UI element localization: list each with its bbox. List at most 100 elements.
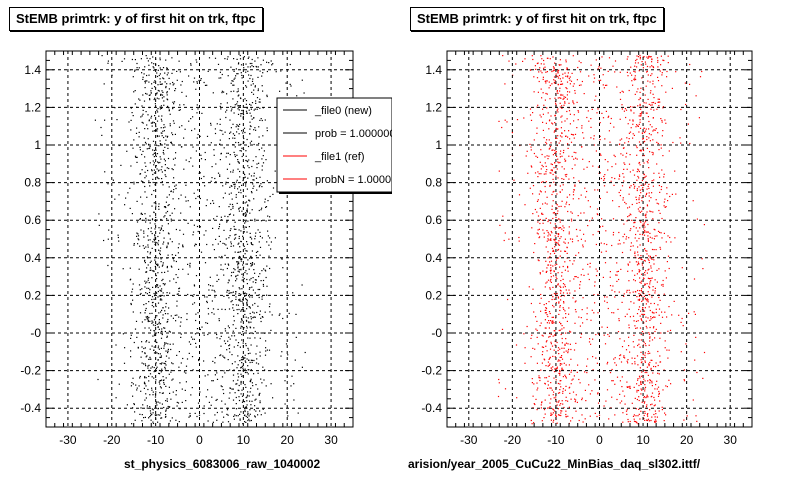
left-point <box>232 80 234 82</box>
left-point <box>157 421 159 423</box>
right-point <box>657 304 659 306</box>
left-point <box>245 397 247 399</box>
right-point <box>658 410 660 412</box>
left-point <box>149 289 151 291</box>
left-point <box>172 169 174 171</box>
right-point <box>552 286 554 288</box>
left-point <box>144 66 146 68</box>
right-point <box>655 255 657 257</box>
right-point <box>638 396 640 398</box>
left-point <box>254 127 256 129</box>
left-point <box>228 280 230 282</box>
left-point <box>144 312 146 314</box>
left-point <box>152 121 154 123</box>
left-point <box>152 391 154 393</box>
left-point <box>147 244 149 246</box>
left-point <box>149 251 152 253</box>
right-point <box>545 92 547 95</box>
left-point <box>240 381 242 384</box>
left-point <box>159 67 161 69</box>
left-point <box>248 167 250 169</box>
left-point <box>195 346 197 348</box>
right-point <box>687 123 689 125</box>
right-point <box>630 228 632 230</box>
left-point <box>185 184 187 186</box>
left-point <box>151 366 153 368</box>
right-point <box>623 176 625 178</box>
left-point <box>137 238 139 240</box>
right-point <box>551 208 553 210</box>
left-point <box>162 307 164 309</box>
left-point <box>245 155 247 157</box>
left-point <box>220 216 222 218</box>
left-point <box>150 227 152 229</box>
left-point <box>129 279 131 281</box>
left-point <box>249 128 251 130</box>
left-point <box>146 281 148 283</box>
left-point <box>213 289 215 292</box>
left-point <box>138 385 140 387</box>
right-point <box>557 297 560 299</box>
left-point <box>115 397 117 399</box>
right-point <box>561 178 563 180</box>
right-point <box>549 406 551 408</box>
right-point <box>643 369 645 371</box>
right-point <box>652 93 654 95</box>
right-point <box>660 55 662 57</box>
left-point <box>176 401 178 403</box>
right-point <box>632 119 634 121</box>
left-point <box>144 162 146 164</box>
right-point <box>650 359 652 361</box>
left-point <box>249 307 251 309</box>
left-point <box>238 207 240 209</box>
left-point <box>170 398 172 400</box>
right-point <box>632 120 634 122</box>
left-point <box>154 241 156 243</box>
right-point <box>530 119 533 121</box>
right-point <box>636 147 638 149</box>
right-point <box>552 421 554 423</box>
left-point <box>194 333 197 335</box>
left-point <box>160 356 162 358</box>
right-point <box>643 177 645 179</box>
left-point <box>158 266 160 268</box>
left-point <box>287 354 289 356</box>
left-point <box>195 243 197 246</box>
right-point <box>644 183 646 185</box>
left-point <box>169 123 171 125</box>
right-point <box>551 232 553 234</box>
right-point <box>633 420 636 422</box>
right-point <box>515 63 517 65</box>
left-point <box>247 177 249 179</box>
left-point <box>131 291 133 293</box>
right-point <box>651 382 653 384</box>
left-point <box>227 75 229 77</box>
right-point <box>633 187 635 189</box>
right-point <box>641 300 643 302</box>
left-point <box>130 119 132 121</box>
left-point <box>232 380 234 382</box>
right-point <box>623 340 625 342</box>
right-point <box>567 350 569 352</box>
right-point <box>529 69 531 71</box>
right-point <box>614 383 616 385</box>
left-point <box>167 343 169 345</box>
left-point <box>260 209 262 211</box>
left-point <box>203 81 205 84</box>
right-point <box>598 333 600 335</box>
right-point <box>561 136 563 138</box>
right-point <box>648 332 650 334</box>
right-point <box>635 421 638 423</box>
right-point <box>556 193 558 195</box>
left-point <box>247 373 249 375</box>
right-point <box>651 296 653 298</box>
right-point <box>640 310 642 312</box>
left-point <box>130 303 132 306</box>
right-point <box>665 122 667 124</box>
right-point <box>647 116 649 118</box>
right-point <box>577 110 579 112</box>
left-point <box>132 283 134 285</box>
right-point <box>645 270 647 272</box>
left-point <box>156 109 158 111</box>
left-point <box>140 196 142 198</box>
